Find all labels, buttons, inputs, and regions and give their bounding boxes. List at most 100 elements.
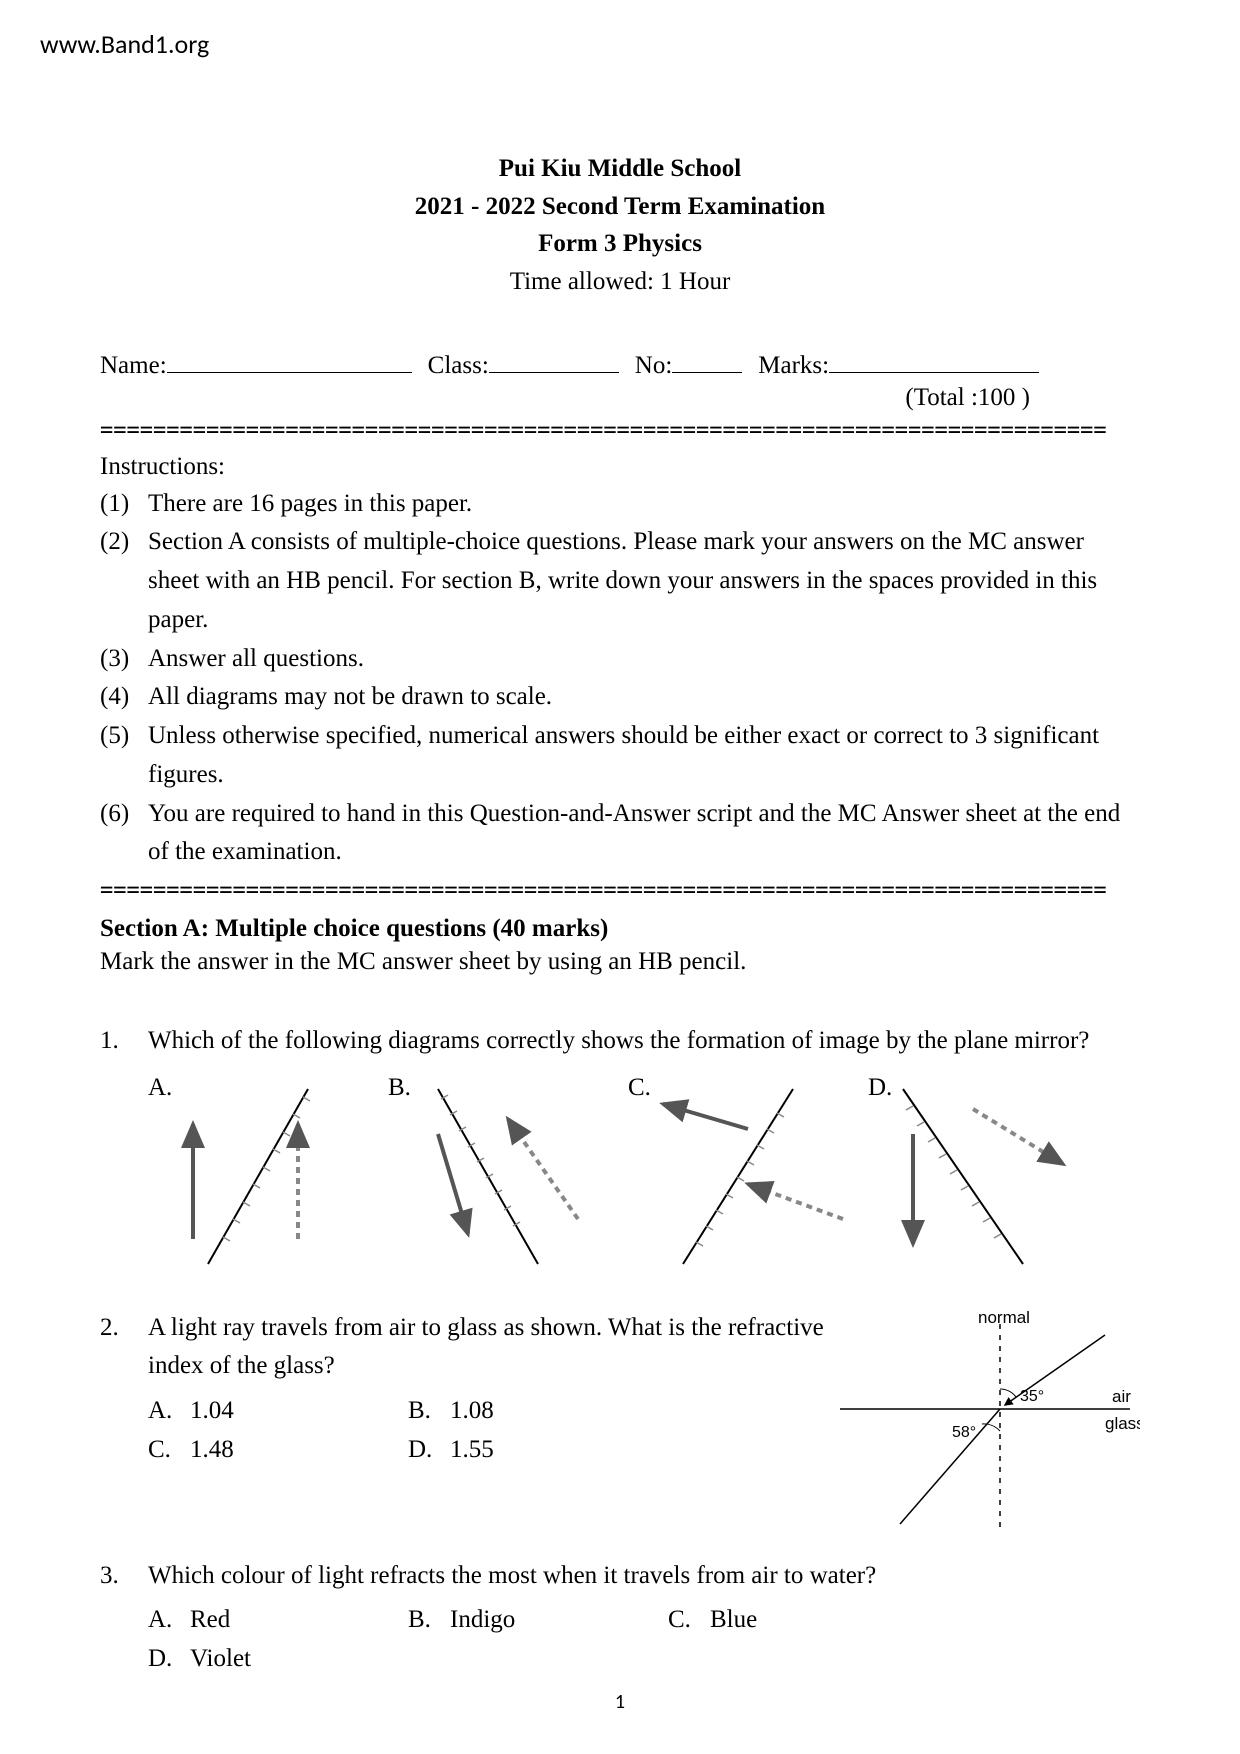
question-body: Which of the following diagrams correctl… <box>148 1022 1140 1279</box>
instruction-number: (6) <box>100 795 148 873</box>
option-label: B. <box>388 1069 411 1108</box>
choice-text: 1.48 <box>190 1431 234 1470</box>
choice-letter: C. <box>148 1431 190 1470</box>
question-1: 1. Which of the following diagrams corre… <box>100 1022 1140 1279</box>
instructions-heading: Instructions: <box>100 453 1140 481</box>
choice-item: C. Blue <box>668 1601 928 1640</box>
mirror-diagram-d <box>868 1069 1108 1279</box>
choice-text: Indigo <box>450 1601 515 1640</box>
choice-item: A. 1.04 <box>148 1392 408 1431</box>
mirror-diagram-b <box>388 1069 608 1279</box>
instruction-text: There are 16 pages in this paper. <box>148 485 1140 524</box>
choice-text: Blue <box>710 1601 757 1640</box>
choice-item: A. Red <box>148 1601 408 1640</box>
question-number: 3. <box>100 1557 148 1679</box>
instruction-text: Answer all questions. <box>148 640 1140 679</box>
question-text: A light ray travels from air to glass as… <box>148 1309 830 1387</box>
instruction-item: (5) Unless otherwise specified, numerica… <box>100 717 1140 795</box>
no-blank[interactable] <box>672 345 742 373</box>
q1-option-a: A. <box>148 1069 388 1279</box>
choice-text: Red <box>190 1601 230 1640</box>
angle-air: 35° <box>1020 1388 1044 1405</box>
section-a-title: Section A: Multiple choice questions (40… <box>100 915 1140 943</box>
instruction-item: (2) Section A consists of multiple-choic… <box>100 523 1140 639</box>
question-3: 3. Which colour of light refracts the mo… <box>100 1557 1140 1679</box>
school-name: Pui Kiu Middle School <box>100 150 1140 188</box>
instruction-number: (5) <box>100 717 148 795</box>
form-subject: Form 3 Physics <box>100 225 1140 263</box>
marks-blank[interactable] <box>829 345 1039 373</box>
name-label: Name: <box>100 352 167 380</box>
instruction-number: (1) <box>100 485 148 524</box>
watermark-url: www.Band1.org <box>40 28 209 60</box>
choice-item: D. 1.55 <box>408 1431 668 1470</box>
q1-option-b: B. <box>388 1069 628 1279</box>
choice-item: B. 1.08 <box>408 1392 668 1431</box>
instruction-item: (4) All diagrams may not be drawn to sca… <box>100 678 1140 717</box>
refraction-diagram: normal air glass 35° 58° <box>830 1309 1140 1539</box>
choice-letter: A. <box>148 1392 190 1431</box>
q1-option-c: C. <box>628 1069 868 1279</box>
normal-label: normal <box>978 1309 1030 1327</box>
choice-item: D. Violet <box>148 1640 408 1679</box>
choice-text: 1.04 <box>190 1392 234 1431</box>
instruction-item: (3) Answer all questions. <box>100 640 1140 679</box>
choice-text: Violet <box>190 1640 251 1679</box>
choice-item: B. Indigo <box>408 1601 668 1640</box>
question-2: 2. A light ray travels from air to glass… <box>100 1309 1140 1539</box>
page-number: 1 <box>0 1690 1240 1714</box>
instruction-item: (6) You are required to hand in this Que… <box>100 795 1140 873</box>
instruction-text: Unless otherwise specified, numerical an… <box>148 717 1140 795</box>
instruction-number: (3) <box>100 640 148 679</box>
option-label: A. <box>148 1069 172 1108</box>
instruction-item: (1) There are 16 pages in this paper. <box>100 485 1140 524</box>
instruction-text: All diagrams may not be drawn to scale. <box>148 678 1140 717</box>
q1-diagram-row: A. <box>148 1069 1140 1279</box>
option-label: C. <box>628 1069 651 1108</box>
question-body: A light ray travels from air to glass as… <box>148 1309 1140 1539</box>
marks-label: Marks: <box>758 352 829 380</box>
mirror-diagram-a <box>148 1069 368 1279</box>
exam-header: Pui Kiu Middle School 2021 - 2022 Second… <box>100 150 1140 300</box>
angle-glass: 58° <box>952 1424 976 1441</box>
choice-letter: C. <box>668 1601 710 1640</box>
instruction-text: You are required to hand in this Questio… <box>148 795 1140 873</box>
choice-letter: D. <box>148 1640 190 1679</box>
choice-letter: B. <box>408 1601 450 1640</box>
divider-bottom: ========================================… <box>100 878 1140 903</box>
q3-choices: A. Red B. Indigo C. Blue D. Violet <box>148 1601 1140 1679</box>
section-a-subtitle: Mark the answer in the MC answer sheet b… <box>100 943 1140 982</box>
choice-letter: A. <box>148 1601 190 1640</box>
no-label: No: <box>635 352 673 380</box>
exam-page: www.Band1.org Pui Kiu Middle School 2021… <box>0 0 1240 1754</box>
instruction-number: (2) <box>100 523 148 639</box>
exam-title: 2021 - 2022 Second Term Examination <box>100 188 1140 226</box>
time-allowed: Time allowed: 1 Hour <box>100 263 1140 301</box>
mirror-diagram-c <box>628 1069 868 1279</box>
name-blank[interactable] <box>167 345 412 373</box>
glass-label: glass <box>1105 1414 1140 1433</box>
choice-letter: B. <box>408 1392 450 1431</box>
question-number: 1. <box>100 1022 148 1279</box>
question-number: 2. <box>100 1309 148 1539</box>
question-text: Which colour of light refracts the most … <box>148 1557 1140 1596</box>
instruction-text: Section A consists of multiple-choice qu… <box>148 523 1140 639</box>
choice-letter: D. <box>408 1431 450 1470</box>
question-body: Which colour of light refracts the most … <box>148 1557 1140 1679</box>
choice-text: 1.08 <box>450 1392 494 1431</box>
q2-choices: A. 1.04 B. 1.08 C. 1.48 D. 1.55 <box>148 1392 830 1470</box>
instruction-number: (4) <box>100 678 148 717</box>
q1-option-d: D. <box>868 1069 1108 1279</box>
class-label: Class: <box>428 352 489 380</box>
option-label: D. <box>868 1069 892 1108</box>
student-info-row: Name: Class: No: Marks: <box>100 345 1140 380</box>
question-text: Which of the following diagrams correctl… <box>148 1022 1140 1061</box>
air-label: air <box>1112 1387 1131 1406</box>
class-blank[interactable] <box>489 345 619 373</box>
choice-text: 1.55 <box>450 1431 494 1470</box>
divider-top: ========================================… <box>100 418 1140 443</box>
instructions-list: (1) There are 16 pages in this paper. (2… <box>100 485 1140 873</box>
total-marks: (Total :100 ) <box>100 384 1140 412</box>
q2-text-area: A light ray travels from air to glass as… <box>148 1309 830 1539</box>
choice-item: C. 1.48 <box>148 1431 408 1470</box>
